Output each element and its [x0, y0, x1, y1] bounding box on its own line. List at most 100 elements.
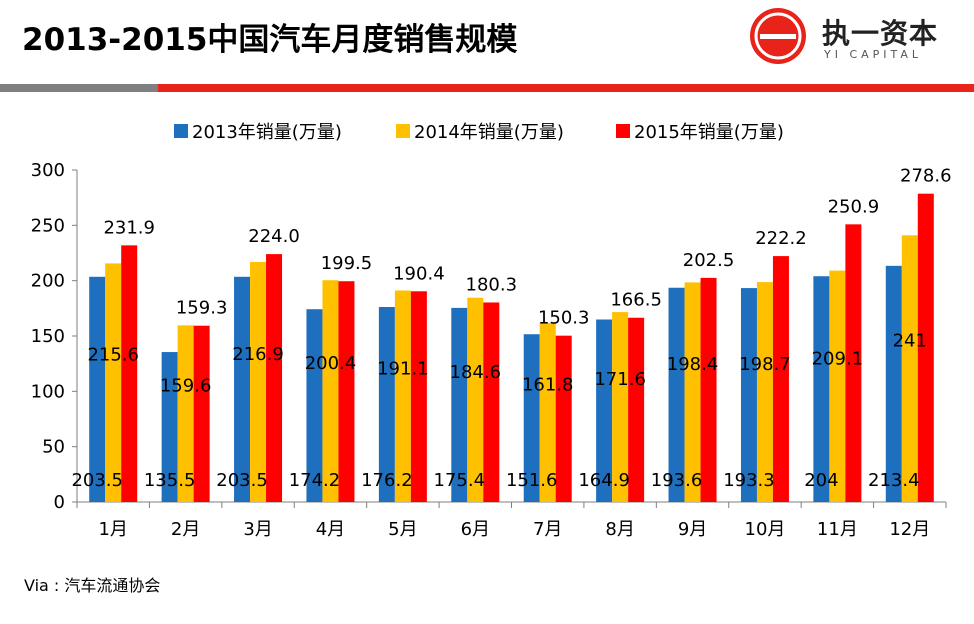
logo-text: 执一资本 — [822, 17, 939, 50]
page-title: 2013-2015中国汽车月度销售规模 — [22, 22, 518, 58]
data-label-2014: 200.4 — [305, 353, 357, 374]
bar-2013 — [885, 265, 902, 502]
bar-2013 — [813, 276, 830, 502]
data-label-2014: 159.6 — [160, 376, 212, 397]
yi-capital-logo-icon — [750, 8, 806, 64]
bar-2013 — [234, 276, 251, 502]
data-label-2014: 215.6 — [87, 345, 139, 366]
data-label-2014: 216.9 — [232, 344, 284, 365]
x-tick-label: 6月 — [461, 519, 490, 540]
company-logo: 执一资本 YI CAPITAL — [748, 6, 970, 66]
bar-2014 — [612, 312, 629, 502]
bar-2014 — [177, 325, 194, 502]
legend-swatch-2013 — [174, 124, 188, 138]
data-label-2015: 202.5 — [683, 250, 735, 271]
data-label-2013: 176.2 — [361, 470, 413, 491]
data-label-2013: 175.4 — [434, 470, 486, 491]
data-label-2014: 171.6 — [594, 369, 646, 390]
x-tick-label: 4月 — [316, 519, 345, 540]
legend-swatch-2014 — [396, 124, 410, 138]
bar-2013 — [378, 307, 395, 502]
bar-2013 — [740, 288, 757, 502]
bar-2014 — [756, 282, 773, 502]
data-label-2015: 150.3 — [538, 308, 590, 329]
x-tick-label: 10月 — [745, 519, 786, 540]
x-tick-label: 8月 — [605, 519, 634, 540]
y-tick-label: 250 — [31, 215, 65, 236]
bar-2015 — [628, 317, 645, 502]
data-label-2015: 278.6 — [900, 166, 952, 187]
legend-label-2014: 2014年销量(万量) — [414, 122, 564, 143]
data-label-2015: 199.5 — [321, 253, 373, 274]
bar-2014 — [105, 263, 122, 502]
bar-2013 — [89, 276, 106, 502]
data-label-2013: 193.6 — [651, 470, 703, 491]
x-tick-label: 12月 — [889, 519, 930, 540]
bar-2013 — [451, 307, 468, 502]
bar-2014 — [467, 297, 484, 502]
bar-2014 — [250, 261, 267, 502]
data-label-2013: 164.9 — [578, 470, 630, 491]
x-tick-label: 7月 — [533, 519, 562, 540]
y-tick-label: 100 — [31, 381, 65, 402]
bar-2015 — [410, 291, 427, 502]
data-label-2015: 180.3 — [466, 274, 518, 295]
data-label-2014: 191.1 — [377, 358, 429, 379]
data-label-2014: 198.7 — [739, 354, 791, 375]
bar-2013 — [306, 309, 323, 502]
data-label-2013: 203.5 — [71, 470, 123, 491]
data-label-2013: 203.5 — [216, 470, 268, 491]
y-tick-label: 0 — [54, 492, 65, 513]
y-tick-label: 150 — [31, 326, 65, 347]
source-note: Via : 汽车流通协会 — [24, 576, 161, 595]
data-label-2014: 209.1 — [812, 348, 864, 369]
bar-2013 — [668, 287, 685, 502]
bar-2014 — [322, 280, 339, 502]
data-label-2014: 198.4 — [667, 354, 719, 375]
bar-2014 — [539, 322, 556, 502]
bar-2015 — [483, 302, 500, 502]
y-tick-label: 200 — [31, 271, 65, 292]
x-tick-label: 5月 — [388, 519, 417, 540]
data-label-2013: 193.3 — [723, 470, 775, 491]
x-tick-label: 3月 — [243, 519, 272, 540]
data-label-2013: 213.4 — [868, 470, 920, 491]
legend-label-2013: 2013年销量(万量) — [192, 122, 342, 143]
bar-2015 — [121, 245, 138, 502]
legend-item-2013: 2013年销量(万量) — [174, 118, 342, 144]
bar-2014 — [829, 270, 846, 502]
bar-2013 — [161, 352, 178, 502]
bar-2015 — [338, 281, 355, 502]
data-label-2013: 204 — [804, 470, 838, 491]
x-tick-label: 1月 — [98, 519, 127, 540]
bar-2015 — [555, 335, 572, 502]
bar-2014 — [901, 235, 918, 502]
x-tick-label: 9月 — [678, 519, 707, 540]
bar-2013 — [523, 334, 540, 502]
y-tick-label: 300 — [31, 160, 65, 181]
x-tick-label: 2月 — [171, 519, 200, 540]
data-label-2013: 174.2 — [289, 470, 341, 491]
bar-2015 — [700, 277, 717, 502]
data-label-2015: 190.4 — [393, 263, 445, 284]
legend-item-2015: 2015年销量(万量) — [616, 118, 784, 144]
data-label-2015: 250.9 — [828, 196, 880, 217]
header-divider-bar — [0, 84, 974, 92]
data-label-2014: 241 — [893, 331, 927, 352]
data-label-2013: 135.5 — [144, 470, 196, 491]
bar-2014 — [394, 290, 411, 502]
data-label-2014: 161.8 — [522, 374, 574, 395]
bar-2015 — [266, 254, 283, 502]
data-label-2015: 231.9 — [103, 217, 155, 238]
data-label-2015: 166.5 — [610, 290, 662, 311]
y-tick-label: 50 — [42, 437, 65, 458]
bar-2013 — [596, 319, 613, 502]
legend-label-2015: 2015年销量(万量) — [634, 122, 784, 143]
data-label-2014: 184.6 — [450, 362, 502, 383]
data-label-2013: 151.6 — [506, 470, 558, 491]
bar-2015 — [193, 325, 210, 502]
chart-legend: 2013年销量(万量) 2014年销量(万量) 2015年销量(万量) — [0, 118, 974, 144]
bar-2014 — [684, 282, 701, 502]
x-tick-label: 11月 — [817, 519, 858, 540]
